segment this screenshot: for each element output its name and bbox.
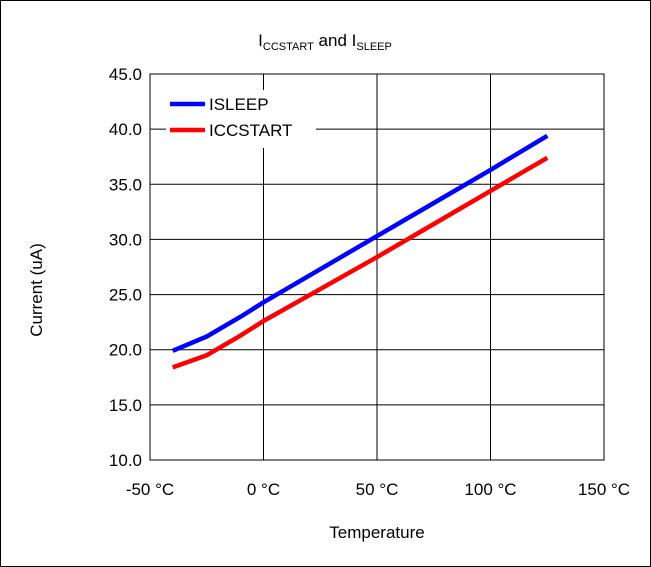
x-tick-label: -50 °C — [126, 480, 174, 499]
chart-title: ICCSTART and ISLEEP — [258, 31, 392, 53]
y-axis-label: Current (uA) — [27, 243, 46, 337]
x-tick-label: 100 °C — [464, 480, 516, 499]
y-tick-label: 10.0 — [109, 451, 142, 470]
y-tick-label: 40.0 — [109, 120, 142, 139]
series-line-isleep — [171, 133, 549, 353]
x-tick-label: 50 °C — [356, 480, 399, 499]
y-tick-label: 25.0 — [109, 286, 142, 305]
legend: ISLEEP ICCSTART — [166, 90, 316, 148]
y-tick-label: 20.0 — [109, 341, 142, 360]
tick-label-layer: 10.0 15.0 20.0 25.0 30.0 35.0 40.0 45.0 -50 °C 0 … — [109, 65, 630, 499]
legend-background — [166, 90, 316, 148]
y-tick-label: 35.0 — [109, 175, 142, 194]
x-tick-label: 150 °C — [578, 480, 630, 499]
y-tick-label: 15.0 — [109, 396, 142, 415]
y-tick-label: 45.0 — [109, 65, 142, 84]
legend-label-iccstart: ICCSTART — [209, 121, 292, 140]
series-line-iccstart — [171, 155, 549, 370]
y-tick-label: 30.0 — [109, 230, 142, 249]
plot-area — [149, 73, 605, 461]
series-layer — [171, 133, 549, 370]
x-tick-label: 0 °C — [247, 480, 280, 499]
x-axis-label: Temperature — [329, 523, 424, 542]
legend-label-isleep: ISLEEP — [209, 95, 269, 114]
